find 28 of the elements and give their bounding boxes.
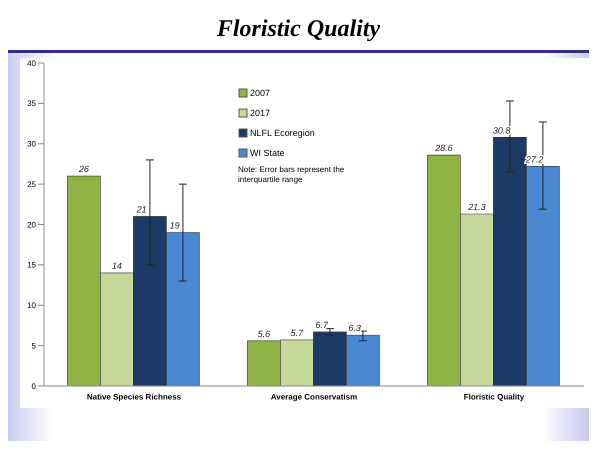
legend-label: 2017: [250, 107, 270, 120]
y-tick-label: 35: [27, 99, 37, 108]
chart-title: Floristic Quality: [8, 8, 589, 53]
y-tick-label: 5: [32, 341, 37, 350]
legend-label: 2007: [250, 87, 270, 100]
x-tick-label: Native Species Richness: [86, 392, 182, 402]
y-tick-label: 0: [32, 382, 37, 391]
x-tick-label: Average Conservatism: [270, 392, 358, 402]
data-label: 28.6: [434, 143, 453, 154]
y-tick-label: 10: [27, 301, 37, 310]
data-label: 21: [136, 204, 147, 214]
data-label: 6.7: [315, 320, 329, 330]
y-tick-label: 15: [27, 260, 37, 270]
y-tick-label: 20: [27, 220, 37, 230]
annotation: Note: Error bars represent the interquartile range: [238, 165, 346, 185]
y-tick-label: 40: [27, 58, 37, 68]
data-label: 21.3: [467, 202, 486, 212]
data-label: 5.6: [258, 328, 270, 339]
data-label: 5.7: [290, 328, 304, 338]
legend-label: NLFL Ecoregion: [250, 127, 315, 140]
y-tick-label: 30: [27, 140, 37, 149]
y-tick-label: 25: [27, 180, 37, 189]
legend-label: WI State: [250, 147, 285, 160]
data-label: 19: [170, 220, 180, 231]
data-label: 6.3: [348, 323, 361, 334]
x-tick-label: Floristic Quality: [464, 392, 525, 402]
data-label: 26: [78, 164, 89, 174]
data-label: 14: [112, 260, 122, 271]
